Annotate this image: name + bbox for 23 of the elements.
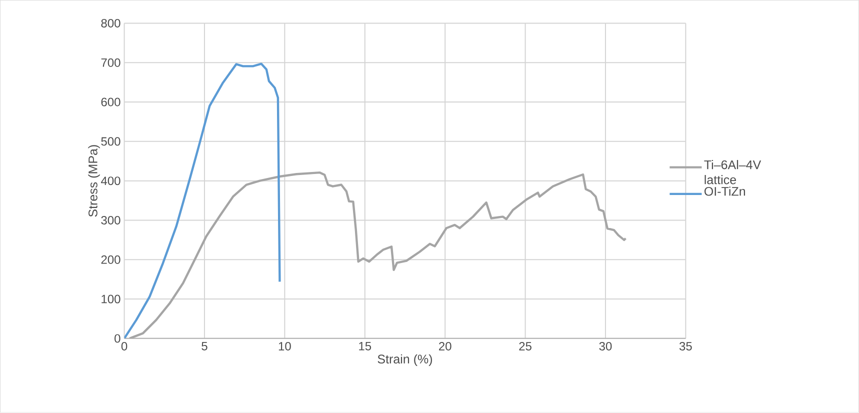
x-tick-label: 15 — [359, 342, 372, 350]
legend-label: Ti–6Al–4V lattice — [704, 160, 762, 184]
x-tick-label: 0 — [121, 342, 128, 351]
x-tick-label: 5 — [202, 342, 208, 350]
x-tick-label: 35 — [679, 342, 692, 351]
y-axis-title: Stress (MPa) — [88, 145, 100, 217]
legend-label: OI-TiZn — [704, 186, 746, 196]
x-tick-label: 10 — [278, 342, 291, 351]
y-tick-label: 500 — [101, 137, 120, 146]
x-tick-label: 30 — [599, 342, 612, 351]
x-tick-label: 25 — [519, 342, 532, 351]
line-series — [124, 62, 281, 339]
x-axis-title: Strain (%) — [378, 354, 432, 366]
y-tick-label: 800 — [101, 19, 120, 28]
y-tick-label: 200 — [101, 256, 120, 264]
y-tick-label: 300 — [101, 216, 120, 225]
y-tick-label: 600 — [101, 98, 120, 106]
x-tick-label: 20 — [439, 342, 452, 351]
y-tick-label: 400 — [101, 176, 120, 186]
y-tick-label: 700 — [101, 58, 120, 68]
line-series — [128, 172, 627, 339]
y-tick-label: 0 — [114, 334, 120, 343]
y-tick-label: 100 — [102, 294, 120, 304]
